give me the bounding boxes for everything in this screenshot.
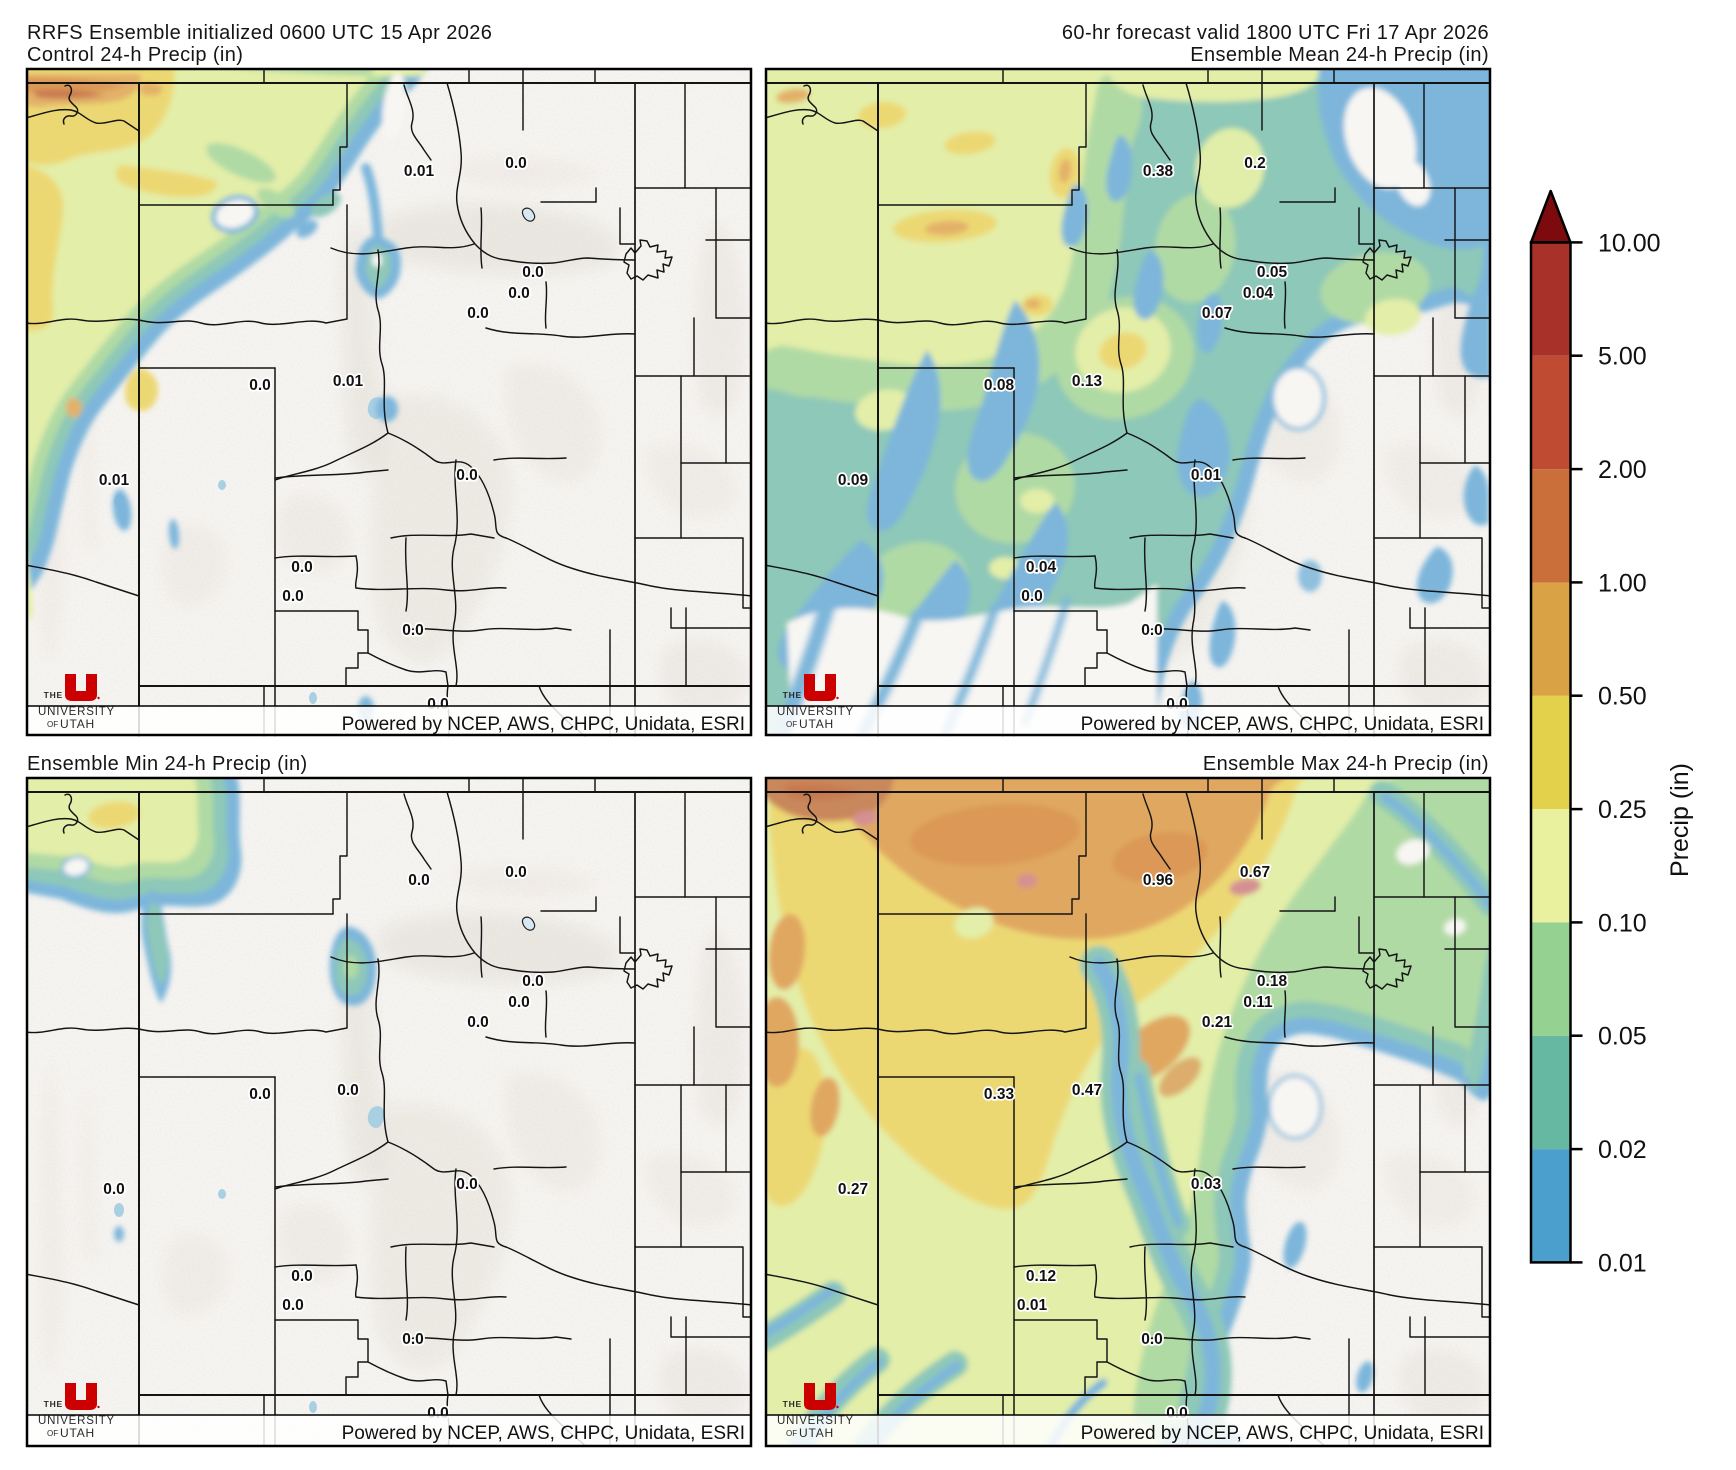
svg-text:0.01: 0.01 xyxy=(99,472,130,489)
svg-text:5.00: 5.00 xyxy=(1598,343,1647,371)
svg-text:0.0: 0.0 xyxy=(402,1331,424,1348)
svg-text:0.0: 0.0 xyxy=(291,1268,313,1285)
svg-text:Ensemble Mean 24-h Precip (in): Ensemble Mean 24-h Precip (in) xyxy=(1190,44,1489,66)
svg-text:Precip (in): Precip (in) xyxy=(1666,763,1694,877)
svg-text:0.18: 0.18 xyxy=(1257,973,1288,990)
svg-text:0.0: 0.0 xyxy=(508,994,530,1011)
svg-text:0.0: 0.0 xyxy=(467,1014,489,1031)
svg-text:0.0: 0.0 xyxy=(249,377,271,394)
svg-text:0.0: 0.0 xyxy=(505,155,527,172)
svg-text:0.0: 0.0 xyxy=(1141,1331,1163,1348)
svg-text:0.0: 0.0 xyxy=(291,559,313,576)
svg-text:0.12: 0.12 xyxy=(1026,1268,1056,1285)
svg-text:0.05: 0.05 xyxy=(1598,1023,1647,1051)
svg-text:0.21: 0.21 xyxy=(1202,1014,1233,1031)
svg-text:0.96: 0.96 xyxy=(1143,872,1174,889)
svg-text:0.2: 0.2 xyxy=(1244,155,1266,172)
svg-text:0.0: 0.0 xyxy=(505,864,527,881)
svg-text:0.67: 0.67 xyxy=(1240,864,1270,881)
svg-text:0.10: 0.10 xyxy=(1598,909,1647,937)
svg-text:Control 24-h Precip (in): Control 24-h Precip (in) xyxy=(27,44,243,66)
svg-text:0.0: 0.0 xyxy=(408,872,430,889)
svg-text:0.0: 0.0 xyxy=(1021,588,1043,605)
svg-text:0.04: 0.04 xyxy=(1026,559,1057,576)
svg-text:0.38: 0.38 xyxy=(1143,163,1174,180)
svg-text:0.01: 0.01 xyxy=(1017,1297,1048,1314)
svg-text:0.0: 0.0 xyxy=(456,1176,478,1193)
svg-text:1.00: 1.00 xyxy=(1598,569,1647,597)
svg-text:0.01: 0.01 xyxy=(1598,1249,1647,1277)
svg-text:0.0: 0.0 xyxy=(522,264,544,281)
svg-text:0.0: 0.0 xyxy=(1141,622,1163,639)
svg-text:Ensemble Min 24-h Precip (in): Ensemble Min 24-h Precip (in) xyxy=(27,753,308,775)
svg-text:0.09: 0.09 xyxy=(838,472,869,489)
svg-text:RRFS Ensemble initialized 0600: RRFS Ensemble initialized 0600 UTC 15 Ap… xyxy=(27,22,492,44)
svg-text:0.01: 0.01 xyxy=(333,373,364,390)
svg-text:0.33: 0.33 xyxy=(984,1086,1015,1103)
svg-text:0.0: 0.0 xyxy=(282,1297,304,1314)
svg-text:0.27: 0.27 xyxy=(838,1181,868,1198)
svg-text:0.0: 0.0 xyxy=(282,588,304,605)
svg-text:60-hr forecast valid 1800 UTC: 60-hr forecast valid 1800 UTC Fri 17 Apr… xyxy=(1062,22,1489,44)
svg-text:0.02: 0.02 xyxy=(1598,1136,1647,1164)
svg-text:0.03: 0.03 xyxy=(1191,1176,1222,1193)
svg-text:0.13: 0.13 xyxy=(1072,373,1103,390)
svg-text:0.0: 0.0 xyxy=(522,973,544,990)
svg-text:0.0: 0.0 xyxy=(103,1181,125,1198)
svg-text:0.47: 0.47 xyxy=(1072,1082,1102,1099)
svg-text:0.11: 0.11 xyxy=(1243,994,1273,1011)
svg-text:0.25: 0.25 xyxy=(1598,796,1647,824)
svg-text:0.0: 0.0 xyxy=(508,285,530,302)
svg-text:0.01: 0.01 xyxy=(1191,467,1222,484)
svg-text:0.0: 0.0 xyxy=(456,467,478,484)
svg-text:0.04: 0.04 xyxy=(1243,285,1274,302)
svg-text:0.0: 0.0 xyxy=(402,622,424,639)
svg-text:0.0: 0.0 xyxy=(337,1082,359,1099)
svg-text:0.08: 0.08 xyxy=(984,377,1015,394)
svg-text:0.05: 0.05 xyxy=(1257,264,1288,281)
svg-text:Ensemble Max 24-h Precip (in): Ensemble Max 24-h Precip (in) xyxy=(1203,753,1489,775)
svg-text:0.0: 0.0 xyxy=(249,1086,271,1103)
svg-text:0.01: 0.01 xyxy=(404,163,435,180)
svg-text:0.07: 0.07 xyxy=(1202,305,1232,322)
svg-text:10.00: 10.00 xyxy=(1598,229,1661,257)
svg-text:0.50: 0.50 xyxy=(1598,683,1647,711)
svg-text:0.0: 0.0 xyxy=(467,305,489,322)
svg-text:2.00: 2.00 xyxy=(1598,456,1647,484)
